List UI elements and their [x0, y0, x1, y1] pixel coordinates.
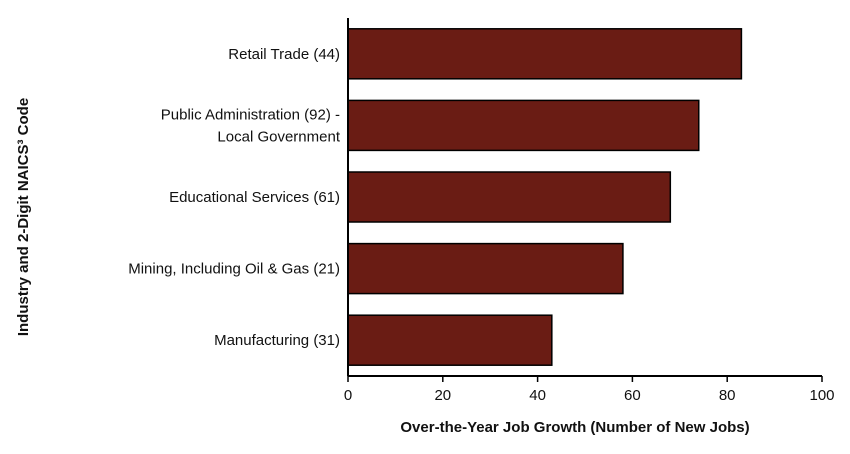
category-label-line: Public Administration (92) -: [161, 106, 340, 123]
bars-group: [347, 28, 743, 366]
x-tick-label-5: 100: [809, 387, 834, 404]
x-tick-label-2: 40: [529, 387, 546, 404]
x-axis-title: Over-the-Year Job Growth (Number of New …: [400, 419, 749, 436]
x-tick-label-1: 20: [434, 387, 451, 404]
category-label-0: Retail Trade (44): [228, 46, 340, 63]
bar-0: [347, 28, 743, 80]
category-label-line: Mining, Including Oil & Gas (21): [128, 261, 340, 278]
category-label-2: Educational Services (61): [169, 189, 340, 206]
category-label-1: Public Administration (92) - Local Govern…: [161, 106, 341, 145]
category-label-3: Mining, Including Oil & Gas (21): [128, 261, 340, 278]
category-label-line: Local Government: [217, 128, 340, 145]
category-labels-group: Retail Trade (44) Public Administration (…: [128, 46, 341, 349]
category-label-4: Manufacturing (31): [214, 332, 340, 349]
bar-2: [347, 171, 672, 223]
x-tick-label-3: 60: [624, 387, 641, 404]
category-label-line: Retail Trade (44): [228, 46, 340, 63]
category-label-line: Educational Services (61): [169, 189, 340, 206]
bar-1: [347, 99, 700, 152]
x-tick-label-4: 80: [719, 387, 736, 404]
x-ticks-group: 0 20 40 60 80 100: [344, 376, 835, 404]
bar-3: [347, 242, 624, 295]
bar-4: [347, 314, 553, 366]
y-axis-title: Industry and 2-Digit NAICS³ Code: [15, 98, 32, 336]
category-label-line: Manufacturing (31): [214, 332, 340, 349]
x-tick-label-0: 0: [344, 387, 352, 404]
